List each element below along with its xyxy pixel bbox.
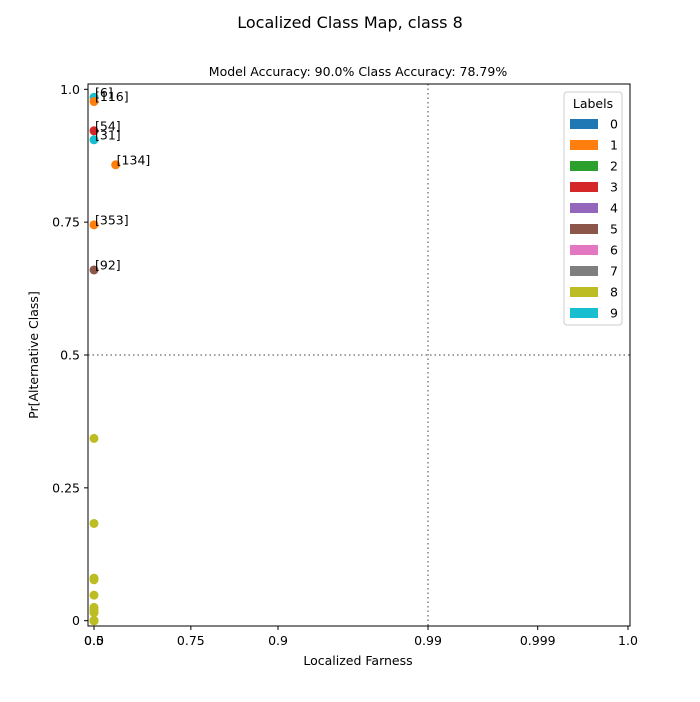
- data-point: [89, 575, 99, 585]
- legend-label: 2: [610, 159, 618, 174]
- data-point-label: [353]: [95, 212, 129, 227]
- x-axis-label: Localized Farness: [303, 653, 412, 668]
- data-point: [89, 135, 99, 145]
- x-tick-label: 0.999: [520, 633, 556, 648]
- data-point: [111, 160, 121, 170]
- legend-title: Labels: [573, 96, 613, 111]
- x-tick-label: 0.5: [84, 633, 104, 648]
- data-point-label: [31]: [95, 127, 121, 142]
- data-point: [89, 265, 99, 275]
- chart-title: Model Accuracy: 90.0% Class Accuracy: 78…: [209, 64, 508, 79]
- y-tick-label: 0.5: [60, 348, 80, 363]
- legend-swatch: [570, 161, 598, 171]
- chart-suptitle: Localized Class Map, class 8: [237, 13, 463, 32]
- y-tick-label: 1.0: [60, 82, 80, 97]
- x-tick-label: 0.0: [84, 633, 104, 648]
- y-axis-label: Pr[Alternative Class]: [26, 291, 41, 419]
- x-tick-label: 1.0: [618, 633, 638, 648]
- data-point: [89, 126, 99, 136]
- legend-label: 5: [610, 222, 618, 237]
- x-tick-label: 0.75: [177, 633, 205, 648]
- legend-label: 4: [610, 201, 618, 216]
- legend-swatch: [570, 224, 598, 234]
- y-tick-label: 0.75: [52, 215, 80, 230]
- data-point: [89, 518, 99, 528]
- data-point-label: [116]: [95, 89, 129, 104]
- data-point-label: [92]: [95, 257, 121, 272]
- legend-swatch: [570, 287, 598, 297]
- legend-label: 9: [610, 306, 618, 321]
- legend-swatch: [570, 245, 598, 255]
- data-point: [89, 97, 99, 107]
- legend-label: 6: [610, 243, 618, 258]
- data-point-label: [134]: [117, 152, 151, 167]
- data-point: [89, 433, 99, 443]
- data-point: [89, 590, 99, 600]
- data-point: [89, 220, 99, 230]
- legend-entries: 0 1 2 3 4 5 6 7 8 9: [570, 117, 618, 321]
- legend-label: 8: [610, 285, 618, 300]
- legend-label: 7: [610, 264, 618, 279]
- legend-swatch: [570, 119, 598, 129]
- y-tick-label: 0: [72, 613, 80, 628]
- data-point-label: [6]: [95, 85, 113, 100]
- x-tick-label: 0.99: [414, 633, 442, 648]
- y-tick-label: 0.25: [52, 480, 80, 495]
- data-point: [89, 616, 99, 626]
- data-point: [89, 607, 99, 617]
- x-tick-label: 0.9: [268, 633, 288, 648]
- legend-swatch: [570, 182, 598, 192]
- plot-area: 0.00.5 0.75 0.9 0.99 0.999 1.000.250.50.751.0…: [52, 82, 638, 648]
- legend-swatch: [570, 308, 598, 318]
- legend-swatch: [570, 203, 598, 213]
- legend-swatch: [570, 140, 598, 150]
- data-point-label: [54]: [95, 118, 121, 133]
- legend-label: 0: [610, 117, 618, 132]
- legend: Labels 0 1 2 3 4 5 6 7 8 9: [563, 91, 623, 326]
- legend-label: 3: [610, 180, 618, 195]
- legend-label: 1: [610, 138, 618, 153]
- legend-swatch: [570, 266, 598, 276]
